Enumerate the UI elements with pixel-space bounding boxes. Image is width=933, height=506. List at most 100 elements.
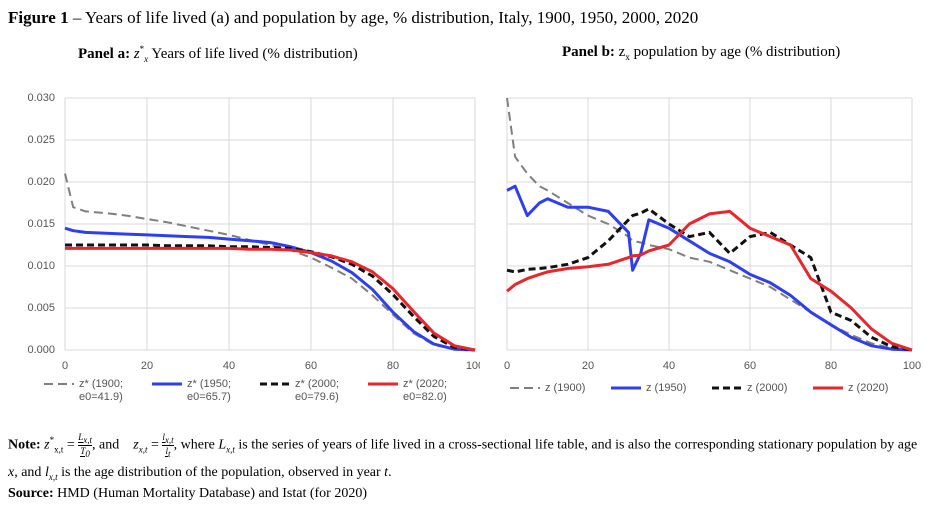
t: . bbox=[388, 465, 392, 481]
x-tick-label: 40 bbox=[223, 360, 235, 372]
series-line bbox=[64, 226, 476, 352]
t: l bbox=[165, 445, 168, 457]
t: x,t bbox=[138, 444, 148, 455]
legend-label: z* (1950; e0=65.7) bbox=[187, 378, 232, 403]
symbol-sub: x bbox=[625, 52, 630, 62]
fraction: lx,t lt bbox=[162, 432, 174, 459]
t: is the age distribution of the populatio… bbox=[57, 465, 385, 481]
legend-label: z (2020) bbox=[848, 382, 889, 394]
series-line bbox=[506, 209, 913, 352]
t: = bbox=[150, 437, 159, 453]
x-tick-label: 100 bbox=[903, 360, 921, 372]
legend-a: z* (1900; e0=41.9) z* (1950; e0=65.7) z* (… bbox=[42, 378, 474, 404]
legend-label: z (2000) bbox=[747, 382, 788, 394]
t: 0 bbox=[85, 448, 90, 459]
source-label: Source: bbox=[8, 486, 54, 501]
x-tick-label: 60 bbox=[305, 360, 317, 372]
legend-swatch bbox=[152, 382, 182, 386]
symbol: z bbox=[133, 46, 140, 62]
legend-item: z (2000) bbox=[710, 382, 811, 395]
series-line bbox=[65, 246, 476, 352]
y-tick-label: 0.020 bbox=[27, 176, 55, 188]
t: x bbox=[8, 465, 15, 481]
t: x,t bbox=[48, 472, 58, 483]
x-tick-label: 80 bbox=[825, 360, 837, 372]
t: L bbox=[218, 437, 227, 453]
y-tick-label: 0.015 bbox=[27, 218, 55, 230]
t: L bbox=[78, 432, 84, 444]
legend-label: z (1950) bbox=[646, 382, 687, 394]
y-tick-label: 0.005 bbox=[27, 302, 55, 314]
panel-b-title: Panel b: zx population by age (% distrib… bbox=[562, 44, 840, 62]
legend-item: z* (2000; e0=79.6) bbox=[258, 378, 366, 404]
legend-item: z* (2020; e0=82.0) bbox=[366, 378, 474, 404]
y-tick-label: 0.030 bbox=[27, 92, 55, 104]
chart-b: 0 20 40 60 80 100 bbox=[504, 97, 921, 372]
legend-label: z* (2000; e0=79.6) bbox=[295, 378, 340, 403]
series-line bbox=[64, 173, 476, 351]
legend-swatch bbox=[813, 386, 843, 390]
legend-swatch bbox=[510, 387, 540, 389]
t: z bbox=[133, 437, 139, 453]
legend-label: z* (1900; e0=41.9) bbox=[79, 378, 124, 403]
t: * bbox=[49, 435, 55, 445]
t: x,t bbox=[226, 444, 235, 455]
x-tick-label: 0 bbox=[62, 360, 68, 372]
t: x,t bbox=[54, 444, 64, 455]
series-line bbox=[506, 207, 913, 352]
x-tick-label: 40 bbox=[663, 360, 675, 372]
legend-swatch bbox=[368, 382, 398, 386]
fraction: Lx,t T0 bbox=[78, 432, 93, 459]
t: l bbox=[162, 432, 165, 444]
symbol-sub: x bbox=[144, 54, 149, 64]
x-tick-label: 100 bbox=[466, 360, 480, 372]
legend-label: z (1900) bbox=[545, 382, 586, 394]
panel-label: Panel b: bbox=[562, 44, 615, 60]
panel-title: Years of life lived (% distribution) bbox=[151, 46, 358, 62]
y-tick-label: 0.000 bbox=[27, 344, 55, 356]
chart-a: 0.000 0.005 0.010 0.015 0.020 0.025 0.030 0 20 40… bbox=[27, 92, 480, 372]
legend-label: z* (2020; e0=82.0) bbox=[403, 378, 448, 403]
legend-swatch bbox=[611, 386, 641, 390]
x-tick-label: 80 bbox=[387, 360, 399, 372]
t: , where bbox=[173, 437, 219, 453]
legend-item: z* (1900; e0=41.9) bbox=[42, 378, 150, 404]
legend-swatch bbox=[44, 383, 74, 385]
x-tick-label: 20 bbox=[582, 360, 594, 372]
t: x,t bbox=[83, 434, 93, 445]
t: , and bbox=[92, 437, 120, 453]
note-label: Note: bbox=[8, 437, 41, 453]
legend-item: z (2020) bbox=[811, 382, 912, 395]
figure-text: – Years of life lived (a) and population… bbox=[68, 8, 699, 27]
legend-item: z (1900) bbox=[508, 382, 609, 395]
figure-title: Figure 1 – Years of life lived (a) and p… bbox=[8, 8, 698, 28]
x-tick-label: 20 bbox=[141, 360, 153, 372]
panel-label: Panel a: bbox=[78, 46, 131, 62]
panel-title: population by age (% distribution) bbox=[629, 44, 841, 60]
y-tick-label: 0.010 bbox=[27, 260, 55, 272]
x-tick-label: 0 bbox=[504, 360, 510, 372]
source-text: HMD (Human Mortality Database) and Istat… bbox=[53, 486, 367, 501]
legend-swatch bbox=[260, 382, 290, 386]
t: z bbox=[44, 437, 50, 453]
t: is the series of years of life lived in … bbox=[234, 437, 918, 453]
legend-swatch bbox=[712, 386, 742, 390]
series-line bbox=[65, 243, 476, 352]
note: Note: z*x,t = Lx,t T0, and zx,t = lx,t lt,… bbox=[8, 428, 928, 489]
t: t bbox=[384, 465, 389, 481]
symbol: z bbox=[618, 44, 626, 60]
y-tick-label: 0.025 bbox=[27, 134, 55, 146]
figure-label: Figure 1 bbox=[8, 8, 69, 27]
t: T bbox=[80, 445, 86, 457]
symbol-sup: * bbox=[139, 44, 145, 54]
t: l bbox=[44, 465, 49, 481]
legend-item: z (1950) bbox=[609, 382, 710, 395]
legend-b: z (1900) z (1950) z (2000) z (2020) bbox=[508, 382, 912, 395]
series-line bbox=[506, 184, 913, 352]
panel-a-title: Panel a: z*x Years of life lived (% dist… bbox=[78, 44, 358, 64]
source: Source: HMD (Human Mortality Database) a… bbox=[8, 486, 367, 502]
x-tick-label: 60 bbox=[744, 360, 756, 372]
t: = bbox=[66, 437, 75, 453]
t: t bbox=[168, 448, 171, 459]
